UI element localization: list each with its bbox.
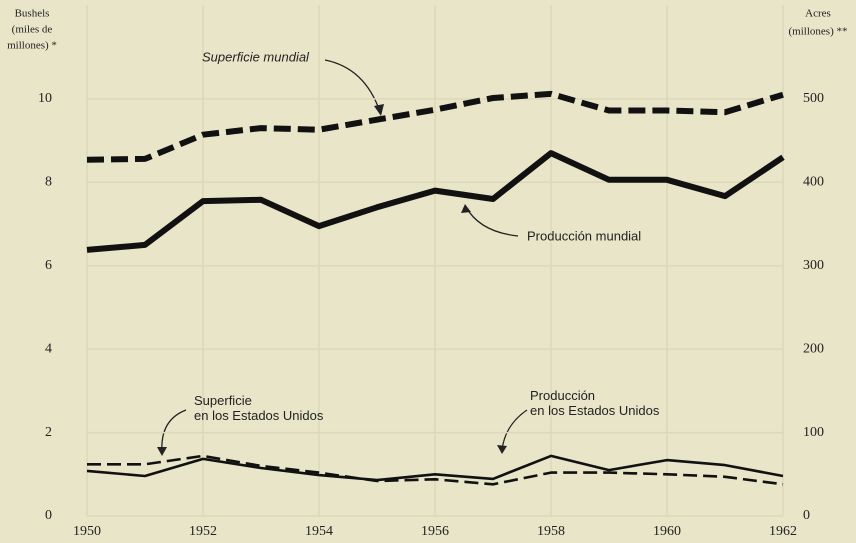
y-tick-label: 2 (45, 425, 52, 440)
series-label: Producción mundial (527, 228, 641, 243)
y-tick-label: 8 (45, 175, 52, 190)
y2-tick-label: 100 (803, 425, 824, 440)
x-tick-label: 1958 (537, 524, 565, 539)
x-tick-label: 1950 (73, 524, 101, 539)
arrowhead (497, 445, 507, 454)
series-label: Producción en los Estados Unidos (530, 388, 660, 418)
arrowhead (461, 204, 471, 213)
x-tick-label: 1962 (769, 524, 797, 539)
arrow (324, 59, 381, 113)
y-tick-label: 4 (45, 341, 52, 356)
line-series (87, 454, 784, 486)
y2-tick-label: 400 (803, 175, 824, 190)
y2-tick-label: 200 (803, 341, 824, 356)
x-tick-label: 1954 (305, 524, 333, 539)
x-tick-label: 1956 (421, 524, 449, 539)
series-label: Superficie mundial (202, 49, 310, 64)
y2-axis-label: Acres (805, 8, 831, 20)
y-axis-label: millones) * (7, 40, 57, 52)
arrow (161, 409, 187, 453)
arrowhead (157, 447, 167, 456)
y-tick-label: 10 (38, 91, 52, 106)
y2-tick-label: 0 (803, 508, 810, 523)
y2-tick-label: 500 (803, 91, 824, 106)
arrowhead (374, 104, 384, 116)
line-series (86, 454, 784, 482)
series-label: Superficie en los Estados Unidos (194, 393, 324, 423)
x-tick-label: 1960 (653, 524, 681, 539)
y-tick-label: 6 (45, 258, 52, 273)
x-tick-label: 1952 (189, 524, 217, 539)
line-series (86, 150, 785, 253)
y2-axis-label: (millones) ** (789, 26, 848, 38)
line-series (86, 90, 784, 163)
y2-tick-label: 300 (803, 258, 824, 273)
y-tick-label: 0 (45, 508, 52, 523)
y-axis-label: Bushels (15, 8, 50, 20)
y-axis-label: (miles de (12, 24, 53, 36)
